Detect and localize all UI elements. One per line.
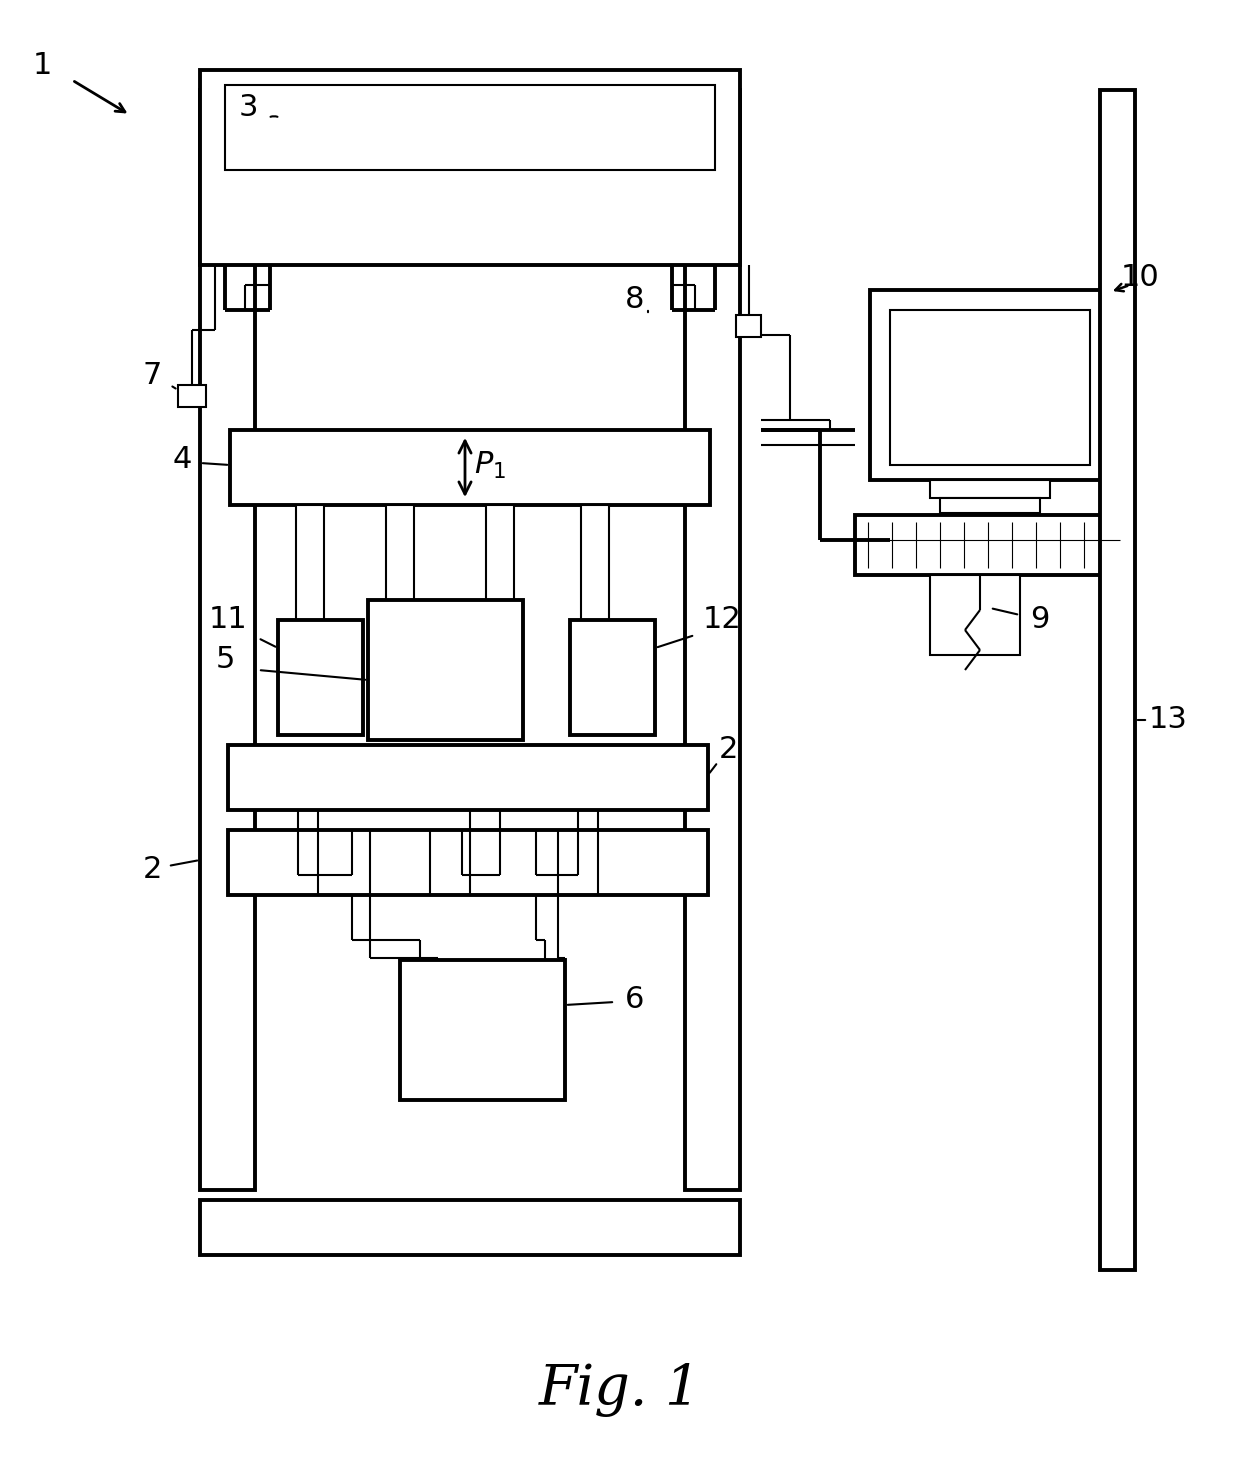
Bar bbox=[890, 309, 1090, 465]
Text: 10: 10 bbox=[1121, 264, 1159, 293]
Bar bbox=[582, 505, 609, 670]
Bar bbox=[930, 480, 1050, 498]
Text: 8: 8 bbox=[625, 286, 645, 315]
Text: 3: 3 bbox=[238, 93, 258, 122]
Bar bbox=[856, 516, 1120, 574]
Bar bbox=[486, 505, 515, 670]
Text: 1: 1 bbox=[32, 50, 52, 80]
Bar bbox=[200, 71, 740, 265]
Text: 6: 6 bbox=[625, 985, 645, 1015]
Text: 5: 5 bbox=[216, 645, 234, 675]
Bar bbox=[200, 90, 255, 1190]
Bar bbox=[870, 290, 1110, 480]
Text: 11: 11 bbox=[208, 605, 247, 635]
Bar bbox=[179, 384, 206, 407]
Bar bbox=[228, 829, 708, 896]
Text: 12: 12 bbox=[703, 605, 742, 635]
Bar bbox=[570, 620, 655, 735]
Bar bbox=[368, 600, 523, 739]
Text: 2: 2 bbox=[718, 735, 738, 764]
Text: $P_1$: $P_1$ bbox=[474, 449, 506, 480]
Text: 4: 4 bbox=[172, 445, 192, 474]
Bar bbox=[296, 505, 324, 670]
Text: Fig. 1: Fig. 1 bbox=[539, 1363, 701, 1417]
Bar bbox=[200, 1200, 740, 1255]
Text: 2: 2 bbox=[143, 856, 161, 884]
Text: 13: 13 bbox=[1148, 706, 1188, 735]
Bar bbox=[940, 498, 1040, 513]
Bar bbox=[386, 505, 414, 670]
Bar bbox=[684, 90, 740, 1190]
Bar bbox=[930, 574, 1021, 655]
Bar bbox=[278, 620, 363, 735]
Bar bbox=[224, 85, 715, 169]
Bar bbox=[401, 960, 565, 1100]
Bar bbox=[229, 430, 711, 505]
Bar bbox=[737, 315, 761, 337]
Text: 9: 9 bbox=[1030, 605, 1050, 635]
Text: 7: 7 bbox=[143, 361, 161, 390]
Bar bbox=[228, 745, 708, 810]
Bar bbox=[1100, 90, 1135, 1270]
